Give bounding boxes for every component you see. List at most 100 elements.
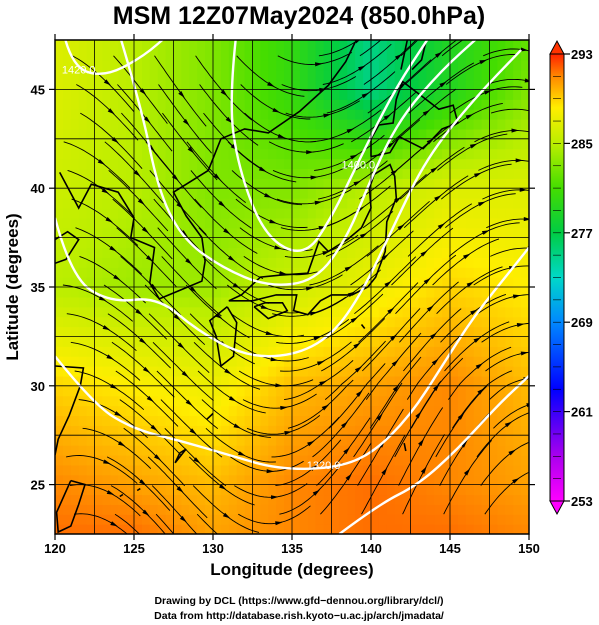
temperature-cell bbox=[181, 207, 190, 219]
temperature-cell bbox=[165, 415, 175, 426]
temperature-cell bbox=[489, 494, 498, 505]
temperature-cell bbox=[70, 158, 80, 170]
temperature-cell bbox=[410, 306, 419, 318]
temperature-cell bbox=[355, 296, 364, 308]
temperature-cell bbox=[165, 366, 175, 377]
temperature-cell bbox=[244, 119, 254, 130]
temperature-cell bbox=[213, 385, 222, 397]
temperature-cell bbox=[189, 267, 198, 278]
temperature-cell bbox=[363, 504, 372, 515]
temperature-cell bbox=[481, 79, 491, 90]
temperature-cell bbox=[244, 257, 254, 268]
temperature-cell bbox=[418, 128, 427, 140]
temperature-cell bbox=[126, 346, 135, 357]
temperature-cell bbox=[355, 148, 364, 160]
temperature-cell bbox=[284, 178, 293, 189]
temperature-cell bbox=[355, 494, 364, 505]
streamline-arrow bbox=[520, 351, 529, 356]
temperature-cell bbox=[513, 306, 522, 318]
temperature-cell bbox=[299, 188, 309, 199]
temperature-cell bbox=[418, 366, 427, 377]
streamline bbox=[149, 170, 207, 236]
temperature-cell bbox=[213, 267, 222, 278]
temperature-cell bbox=[489, 366, 498, 377]
temperature-cell bbox=[521, 148, 529, 160]
temperature-cell bbox=[473, 395, 483, 407]
temperature-cell bbox=[55, 524, 64, 534]
temperature-cell bbox=[70, 514, 80, 525]
temperature-cell bbox=[307, 484, 317, 496]
temperature-cell bbox=[481, 217, 491, 229]
temperature-cell bbox=[513, 89, 522, 100]
temperature-cell bbox=[189, 109, 198, 120]
temperature-cell bbox=[481, 178, 491, 189]
temperature-cell bbox=[489, 484, 498, 496]
temperature-cell bbox=[213, 484, 222, 496]
streamline-arrow bbox=[439, 81, 447, 88]
temperature-cell bbox=[197, 128, 206, 140]
temperature-cell bbox=[299, 178, 309, 189]
temperature-cell bbox=[236, 296, 246, 308]
temperature-cell bbox=[55, 484, 64, 496]
temperature-cell bbox=[102, 425, 111, 436]
temperature-cell bbox=[292, 207, 301, 219]
temperature-cell bbox=[197, 504, 206, 515]
temperature-cell bbox=[315, 119, 325, 130]
temperature-cell bbox=[307, 445, 317, 456]
temperature-cell bbox=[355, 316, 364, 328]
temperature-cell bbox=[394, 89, 404, 100]
temperature-cell bbox=[315, 306, 325, 318]
temperature-cell bbox=[473, 217, 483, 229]
temperature-cell bbox=[521, 128, 529, 140]
streamline-arrow bbox=[345, 473, 352, 481]
temperature-cell bbox=[220, 425, 230, 436]
temperature-cell bbox=[434, 395, 443, 407]
temperature-cell bbox=[371, 148, 380, 160]
temperature-cell bbox=[418, 494, 427, 505]
temperature-cell bbox=[157, 277, 167, 288]
temperature-cell bbox=[378, 198, 388, 209]
streamline-arrow bbox=[145, 540, 152, 546]
temperature-cell bbox=[70, 336, 80, 347]
temperature-cell bbox=[521, 435, 529, 446]
temperature-cell bbox=[442, 445, 451, 456]
temperature-cell bbox=[78, 494, 88, 505]
temperature-cell bbox=[292, 40, 301, 51]
temperature-cell bbox=[394, 395, 404, 407]
temperature-cell bbox=[86, 494, 96, 505]
temperature-cell bbox=[315, 464, 325, 476]
temperature-cell bbox=[102, 109, 111, 120]
temperature-cell bbox=[157, 207, 167, 219]
temperature-cell bbox=[62, 287, 72, 298]
temperature-cell bbox=[513, 247, 522, 258]
temperature-cell bbox=[157, 178, 167, 189]
temperature-cell bbox=[181, 494, 190, 505]
temperature-cell bbox=[378, 326, 388, 337]
temperature-cell bbox=[55, 247, 64, 258]
temperature-cell bbox=[402, 287, 412, 298]
temperature-cell bbox=[363, 375, 372, 387]
streamline-arrow bbox=[228, 255, 236, 262]
temperature-cell bbox=[339, 237, 348, 249]
temperature-cell bbox=[228, 454, 238, 466]
temperature-cell bbox=[213, 435, 222, 446]
temperature-cell bbox=[86, 445, 96, 456]
streamline bbox=[115, 370, 179, 427]
streamline-arrow bbox=[114, 411, 122, 417]
temperature-cell bbox=[347, 128, 356, 140]
temperature-cell bbox=[426, 524, 435, 534]
temperature-cell bbox=[347, 227, 356, 239]
temperature-cell bbox=[126, 514, 135, 525]
temperature-cell bbox=[363, 198, 372, 209]
temperature-cell bbox=[355, 237, 364, 249]
contour-label: 1400.0 bbox=[342, 159, 376, 171]
streamline-arrow bbox=[117, 441, 126, 447]
temperature-cell bbox=[457, 198, 467, 209]
temperature-cell bbox=[307, 247, 317, 258]
temperature-cell bbox=[442, 405, 451, 417]
streamline bbox=[437, 133, 508, 171]
temperature-cell bbox=[434, 247, 443, 258]
temperature-cell bbox=[481, 69, 491, 81]
temperature-cell bbox=[205, 425, 214, 436]
temperature-cell bbox=[118, 138, 127, 150]
